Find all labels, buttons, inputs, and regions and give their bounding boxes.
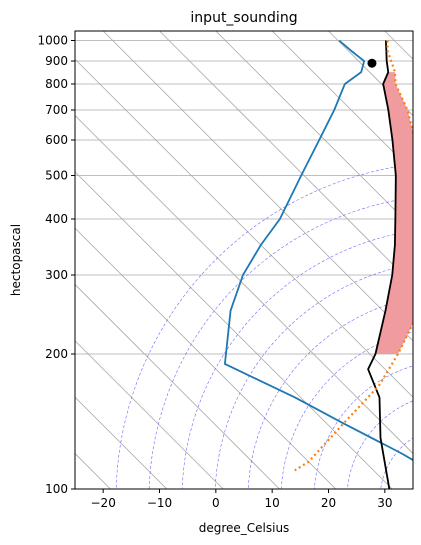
isotherm-gridline xyxy=(102,31,413,342)
data-series xyxy=(223,39,413,489)
isotherm-gridline xyxy=(159,31,413,286)
y-tick-label: 600 xyxy=(45,133,68,147)
x-tick-label: 10 xyxy=(265,496,280,510)
x-tick-label: 30 xyxy=(377,496,392,510)
x-tick-label: −20 xyxy=(91,496,116,510)
x-axis-label: degree_Celsius xyxy=(199,521,290,535)
x-tick-label: 0 xyxy=(212,496,220,510)
chart-title: input_sounding xyxy=(190,10,297,26)
y-tick-label: 700 xyxy=(45,103,68,117)
isotherm-gridline xyxy=(271,31,413,173)
isotherm-gridline xyxy=(75,396,168,489)
y-tick-label: 300 xyxy=(45,268,68,282)
isotherm-gridline xyxy=(75,340,224,489)
dewpoint-line xyxy=(223,39,413,462)
y-tick-label: 900 xyxy=(45,54,68,68)
y-tick-label: 500 xyxy=(45,169,68,183)
plot-frame xyxy=(74,30,414,490)
y-tick-label: 800 xyxy=(45,77,68,91)
cape-shaded-area xyxy=(375,72,413,354)
parcel-profile-line xyxy=(367,40,397,489)
y-tick-label: 100 xyxy=(45,482,68,496)
isotherm-gridline xyxy=(75,58,413,398)
grid-lines xyxy=(75,31,413,489)
x-tick-label: −10 xyxy=(147,496,172,510)
y-tick-label: 200 xyxy=(45,347,68,361)
isotherm-gridline xyxy=(215,31,413,229)
axis-ticks: −20 −10 0 10 20 30 1000 900 800 700 600 500 400 300 20… xyxy=(37,34,392,510)
x-tick-label: 20 xyxy=(321,496,336,510)
lcl-marker xyxy=(367,58,377,68)
y-tick-label: 400 xyxy=(45,212,68,226)
y-axis-label: hectopascal xyxy=(9,224,23,296)
isotherm-gridline xyxy=(75,171,393,489)
isotherm-gridline xyxy=(75,114,413,455)
isotherm-gridline xyxy=(75,283,280,489)
y-tick-label: 1000 xyxy=(37,34,68,48)
isotherm-gridline xyxy=(75,227,337,489)
